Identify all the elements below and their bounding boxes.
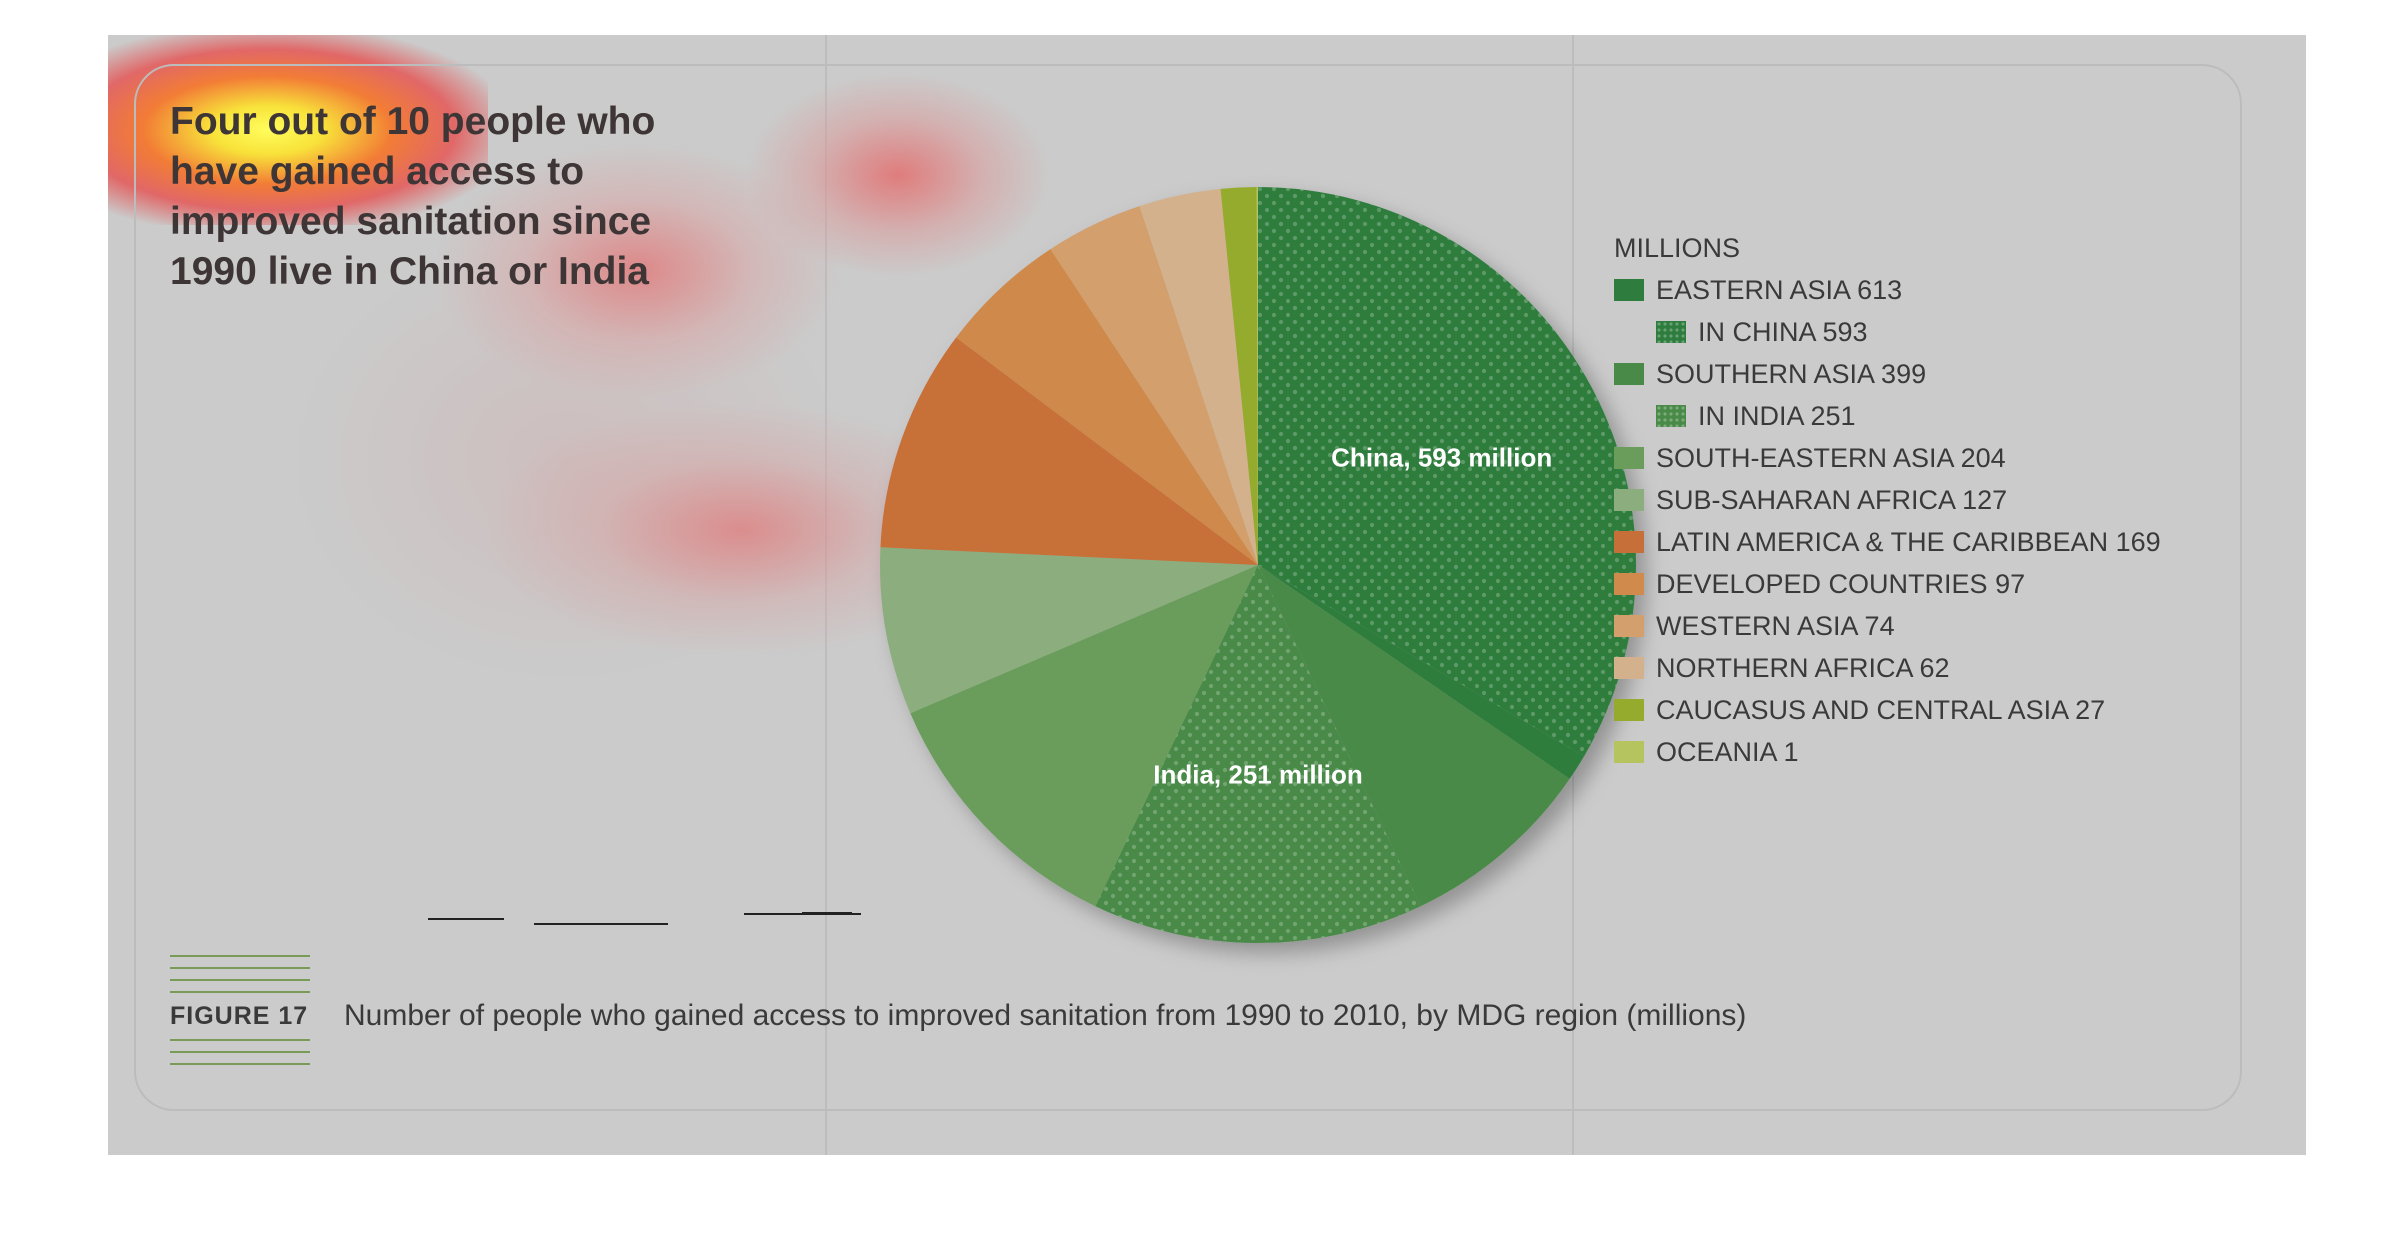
underline-mark [428, 918, 504, 920]
legend-swatch [1656, 321, 1686, 343]
legend-swatch [1614, 741, 1644, 763]
pie-slice [880, 547, 1258, 714]
legend-swatch [1656, 405, 1686, 427]
legend-swatch [1614, 573, 1644, 595]
figure-number: FIGURE 17 [170, 1000, 313, 1033]
pie-slice [1258, 565, 1570, 907]
legend-item: IN INDIA 251 [1614, 395, 2161, 437]
legend-item: SOUTHERN ASIA 399 [1614, 353, 2161, 395]
pie-slice [1139, 188, 1258, 565]
underline-mark [534, 923, 668, 925]
legend-label: SOUTH-EASTERN ASIA 204 [1656, 442, 2006, 473]
legend-item: OCEANIA 1 [1614, 731, 2161, 773]
legend-label: SOUTHERN ASIA 399 [1656, 358, 1927, 389]
legend-item: SOUTH-EASTERN ASIA 204 [1614, 437, 2161, 479]
legend-label: IN CHINA 593 [1698, 316, 1868, 347]
legend-label: DEVELOPED COUNTRIES 97 [1656, 568, 2026, 599]
legend-swatch [1614, 447, 1644, 469]
legend-label: WESTERN ASIA 74 [1656, 610, 1895, 641]
underline-mark [802, 912, 852, 915]
pie-slice [880, 337, 1258, 565]
figure-caption: Number of people who gained access to im… [344, 999, 1747, 1032]
legend-swatch [1614, 699, 1644, 721]
slice-label: India, 251 million [1153, 760, 1363, 790]
pie-slice [910, 565, 1258, 907]
chart-legend: MILLIONS EASTERN ASIA 613 IN CHINA 593 SOU… [1614, 227, 2161, 773]
legend-label: IN INDIA 251 [1698, 400, 1856, 431]
legend-item: CAUCASUS AND CENTRAL ASIA 27 [1614, 689, 2161, 731]
legend-label: CAUCASUS AND CENTRAL ASIA 27 [1656, 694, 2106, 725]
legend-label: SUB-SAHARAN AFRICA 127 [1656, 484, 2008, 515]
legend-item: LATIN AMERICA & THE CARIBBEAN 169 [1614, 521, 2161, 563]
legend-label: LATIN AMERICA & THE CARIBBEAN 169 [1656, 526, 2161, 557]
legend-swatch [1614, 489, 1644, 511]
pie-slice [1050, 206, 1258, 565]
legend-item: SUB-SAHARAN AFRICA 127 [1614, 479, 2161, 521]
pie-slice-pattern [1258, 187, 1636, 757]
pie-slice [956, 249, 1258, 565]
legend-swatch [1614, 531, 1644, 553]
headline: Four out of 10 people who have gained ac… [170, 100, 656, 293]
legend-label: OCEANIA 1 [1656, 736, 1799, 767]
legend-swatch [1614, 657, 1644, 679]
legend-item: NORTHERN AFRICA 62 [1614, 647, 2161, 689]
legend-unit-label: MILLIONS [1614, 233, 1741, 263]
legend-item: EASTERN ASIA 613 [1614, 269, 2161, 311]
heatmap-blob [488, 405, 948, 655]
legend-item: IN CHINA 593 [1614, 311, 2161, 353]
slice-label: China, 593 million [1331, 443, 1552, 473]
legend-swatch [1614, 363, 1644, 385]
legend-swatch [1614, 279, 1644, 301]
heatmap-blob [748, 75, 1048, 275]
legend-item: DEVELOPED COUNTRIES 97 [1614, 563, 2161, 605]
legend-swatch [1614, 615, 1644, 637]
figure-panel: Four out of 10 people who have gained ac… [108, 35, 2306, 1155]
pie-slice [1256, 187, 1258, 565]
figure-card [134, 64, 2242, 1111]
legend-label: EASTERN ASIA 613 [1656, 274, 1903, 305]
pie-chart: China, 593 million India, 251 million [880, 187, 1636, 943]
pie-slice [1258, 565, 1585, 779]
legend-label: NORTHERN AFRICA 62 [1656, 652, 1950, 683]
pie-slice-pattern [1095, 565, 1421, 943]
pie-slice [1220, 187, 1258, 565]
legend-item: WESTERN ASIA 74 [1614, 605, 2161, 647]
